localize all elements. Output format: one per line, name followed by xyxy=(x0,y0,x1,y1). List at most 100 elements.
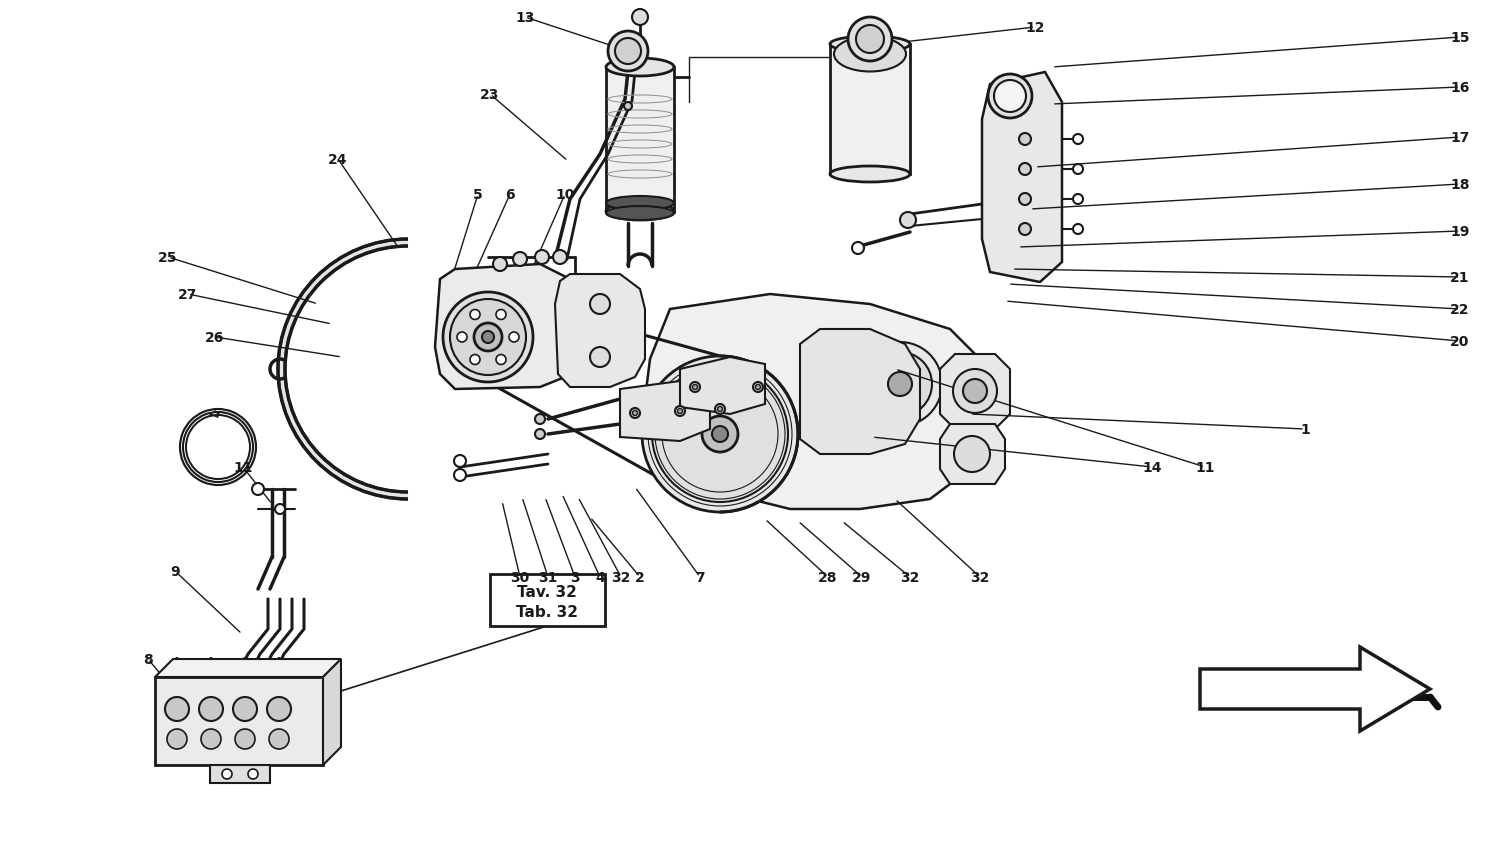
Circle shape xyxy=(642,356,798,512)
Circle shape xyxy=(474,323,502,352)
Text: 32: 32 xyxy=(970,571,990,584)
Polygon shape xyxy=(1200,647,1429,731)
Ellipse shape xyxy=(830,167,910,183)
Polygon shape xyxy=(322,659,340,766)
Text: 7: 7 xyxy=(694,571,705,584)
Circle shape xyxy=(630,408,640,419)
Bar xyxy=(490,574,604,626)
Circle shape xyxy=(494,257,507,272)
Text: 19: 19 xyxy=(1450,225,1470,239)
Text: 30: 30 xyxy=(510,571,530,584)
Text: 31: 31 xyxy=(538,571,558,584)
Text: 23: 23 xyxy=(480,88,500,102)
Circle shape xyxy=(496,310,506,320)
Bar xyxy=(606,68,674,213)
Text: 8: 8 xyxy=(142,652,153,666)
Polygon shape xyxy=(620,381,710,441)
Ellipse shape xyxy=(606,207,674,221)
Text: 5: 5 xyxy=(472,187,483,202)
Circle shape xyxy=(615,39,640,65)
Circle shape xyxy=(856,26,883,54)
Text: 18: 18 xyxy=(1450,178,1470,192)
Ellipse shape xyxy=(606,197,674,211)
Polygon shape xyxy=(645,295,990,510)
Text: 3: 3 xyxy=(570,571,580,584)
Circle shape xyxy=(536,414,544,425)
Circle shape xyxy=(994,81,1026,113)
Polygon shape xyxy=(210,766,270,783)
Circle shape xyxy=(590,295,610,315)
Text: 11: 11 xyxy=(1196,461,1215,474)
Circle shape xyxy=(952,370,998,414)
Circle shape xyxy=(166,729,188,749)
Polygon shape xyxy=(154,659,340,677)
Circle shape xyxy=(590,348,610,368)
Circle shape xyxy=(458,333,466,343)
Circle shape xyxy=(252,484,264,495)
Text: 27: 27 xyxy=(178,288,198,301)
Text: 16: 16 xyxy=(1450,81,1470,95)
Polygon shape xyxy=(940,425,1005,484)
Text: 24: 24 xyxy=(328,153,348,167)
Text: 10: 10 xyxy=(555,187,574,202)
Circle shape xyxy=(236,729,255,749)
Circle shape xyxy=(756,385,760,390)
Circle shape xyxy=(1019,194,1031,206)
Circle shape xyxy=(536,430,544,440)
Circle shape xyxy=(753,382,764,392)
Circle shape xyxy=(248,769,258,779)
Circle shape xyxy=(554,251,567,265)
Circle shape xyxy=(1019,164,1031,176)
Ellipse shape xyxy=(834,37,906,73)
Circle shape xyxy=(513,252,526,267)
Circle shape xyxy=(470,355,480,365)
Circle shape xyxy=(222,769,232,779)
Circle shape xyxy=(690,382,700,392)
Polygon shape xyxy=(555,274,645,387)
Polygon shape xyxy=(435,265,578,390)
Circle shape xyxy=(1072,165,1083,175)
Bar xyxy=(830,45,910,175)
Circle shape xyxy=(165,697,189,721)
Ellipse shape xyxy=(830,37,910,53)
Circle shape xyxy=(536,251,549,265)
Circle shape xyxy=(450,300,526,376)
Circle shape xyxy=(847,18,892,62)
Circle shape xyxy=(442,293,532,382)
Text: 17: 17 xyxy=(1450,131,1470,145)
Text: 14: 14 xyxy=(1143,461,1161,474)
Polygon shape xyxy=(940,354,1010,430)
Circle shape xyxy=(1072,135,1083,145)
Circle shape xyxy=(268,729,290,749)
Polygon shape xyxy=(680,358,765,414)
Circle shape xyxy=(1019,134,1031,146)
Text: 32: 32 xyxy=(612,571,630,584)
Circle shape xyxy=(470,310,480,320)
Circle shape xyxy=(1072,225,1083,235)
Circle shape xyxy=(954,436,990,473)
Polygon shape xyxy=(154,677,322,766)
Circle shape xyxy=(868,353,932,416)
Text: 32: 32 xyxy=(900,571,920,584)
Circle shape xyxy=(712,426,728,442)
Text: 22: 22 xyxy=(1450,303,1470,316)
Ellipse shape xyxy=(606,59,674,77)
Circle shape xyxy=(716,404,724,414)
Circle shape xyxy=(509,333,519,343)
Circle shape xyxy=(624,103,632,111)
Circle shape xyxy=(900,213,916,229)
Text: 9: 9 xyxy=(170,565,180,578)
Circle shape xyxy=(1072,195,1083,205)
Text: 11: 11 xyxy=(234,461,252,474)
Circle shape xyxy=(201,729,220,749)
Text: 15: 15 xyxy=(1450,31,1470,45)
Text: Tav. 32: Tav. 32 xyxy=(518,585,578,600)
Text: 26: 26 xyxy=(206,331,225,344)
Text: 12: 12 xyxy=(1026,21,1044,35)
Circle shape xyxy=(652,366,788,502)
Circle shape xyxy=(496,355,506,365)
Circle shape xyxy=(702,416,738,452)
Text: 20: 20 xyxy=(1450,334,1470,349)
Circle shape xyxy=(633,411,638,416)
Circle shape xyxy=(232,697,256,721)
